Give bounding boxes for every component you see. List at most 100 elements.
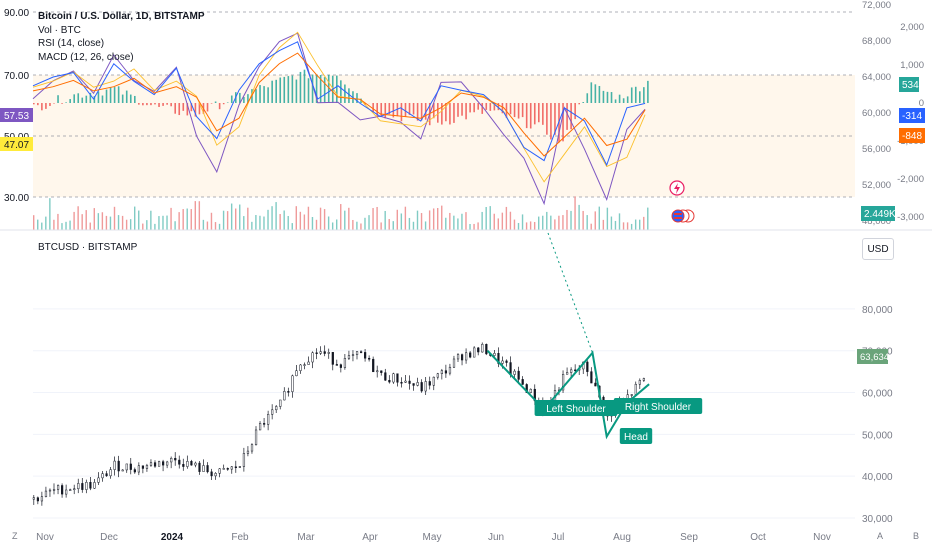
candle-body [226, 468, 229, 470]
volume-bar [198, 201, 201, 230]
event-icons[interactable] [669, 180, 695, 223]
price-axis: 80,00070,00060,00050,00040,00030,00063,6… [857, 305, 893, 525]
macd-hist-bar [465, 103, 467, 120]
macd-hist-bar [602, 90, 605, 103]
volume-bar [166, 215, 168, 230]
legend-macd[interactable]: MACD (12, 26, close) [38, 51, 134, 63]
candle-body [456, 354, 460, 360]
legend-volume[interactable]: Vol · BTC [38, 24, 81, 36]
macd-line [32, 41, 646, 167]
legend-rsi[interactable]: RSI (14, close) [38, 38, 105, 49]
candle-body [186, 461, 189, 467]
candle-body [372, 358, 375, 373]
candle-body [32, 497, 35, 500]
macd-hist-bar [501, 103, 504, 114]
volume-bar [138, 210, 140, 230]
volume-bar [340, 204, 342, 230]
volume-bar [65, 221, 67, 230]
candle-body [121, 469, 124, 472]
macd-hist-bar [49, 103, 51, 106]
macd-hist-bar [614, 99, 617, 103]
volume-bar [582, 210, 584, 230]
rsi-secondary-label: 47.07 [4, 140, 29, 151]
volume-bar [428, 210, 431, 230]
volume-bar [501, 212, 504, 230]
time-tick: Nov [36, 532, 54, 543]
volume-bar [235, 208, 237, 230]
macd-hist-bar [121, 94, 124, 103]
macd-hist-bar [125, 90, 128, 103]
macd-hist-bar [166, 103, 168, 105]
auto-button[interactable]: A [877, 531, 884, 541]
hist-value-label: -848 [902, 131, 922, 142]
time-tick: Oct [750, 532, 766, 543]
macd-hist-bar [517, 103, 520, 119]
volume-bar [376, 206, 378, 230]
flag-stripe [674, 213, 682, 215]
macd-hist-bar [453, 103, 455, 123]
macd-hist-bar [93, 96, 96, 103]
flag-stripe [674, 217, 682, 219]
top-price-tick: 60,000 [862, 108, 891, 119]
volume-bar [210, 212, 213, 230]
macd-hist-bar [41, 103, 43, 111]
candle-body [125, 463, 128, 471]
candle-body [574, 369, 577, 372]
macd-hist-bar [61, 103, 63, 104]
candle-body [566, 372, 569, 375]
candle-body [174, 457, 177, 461]
volume-bar [113, 206, 116, 230]
macd-hist-bar [529, 103, 532, 129]
volume-bar [267, 209, 269, 230]
macd-hist-bar [542, 103, 544, 125]
volume-bar [388, 219, 390, 230]
volume-bar [465, 212, 467, 230]
candle-body [380, 370, 383, 373]
zoom-z-button[interactable]: Z [12, 531, 18, 541]
candle-body [44, 490, 48, 497]
macd-hist-bar [380, 103, 383, 118]
volume-bar [356, 221, 358, 230]
volume-bar [570, 210, 572, 230]
candle-body [368, 357, 371, 360]
macd-hist-bar [271, 80, 273, 103]
macd-hist-bar [198, 103, 201, 115]
b-button[interactable]: B [913, 531, 920, 541]
macd-hist-bar [566, 103, 568, 130]
macd-hist-bar [69, 99, 71, 103]
volume-bar [323, 209, 326, 230]
volume-bar [420, 213, 423, 230]
volume-bar [125, 219, 128, 230]
macd-hist-bar [647, 80, 649, 103]
rsi-current-badge [0, 108, 33, 122]
top-price-tick: 48,000 [862, 216, 891, 227]
candle-body [477, 347, 480, 353]
volume-bar [473, 223, 475, 230]
currency-button[interactable]: USD [862, 238, 894, 260]
candle-body [194, 462, 197, 466]
volume-bar [574, 196, 576, 230]
macd-hist-bar [146, 103, 148, 106]
top-price-tick: 68,000 [862, 36, 891, 47]
volume-bar [61, 223, 63, 230]
pattern-label: Head [624, 432, 648, 443]
candle-body [170, 457, 173, 463]
time-tick: Jul [552, 532, 565, 543]
signal-value-badge [899, 108, 925, 123]
candle-body [93, 482, 96, 489]
volume-value-badge [861, 206, 895, 221]
volume-bar [186, 208, 188, 230]
macd-hist-bar [590, 82, 593, 103]
candle-body [210, 471, 213, 477]
macd-hist-bar [182, 103, 185, 111]
pattern-connector [547, 232, 594, 353]
volume-bar [352, 219, 354, 230]
volume-bar [89, 222, 91, 230]
macd-hist-bar [461, 103, 463, 116]
volume-bar [146, 220, 148, 230]
us-flag-icon[interactable] [671, 209, 685, 223]
candle-body [376, 370, 379, 373]
volume-bar [639, 219, 641, 230]
volume-bar [101, 212, 104, 230]
volume-bar [400, 213, 403, 230]
